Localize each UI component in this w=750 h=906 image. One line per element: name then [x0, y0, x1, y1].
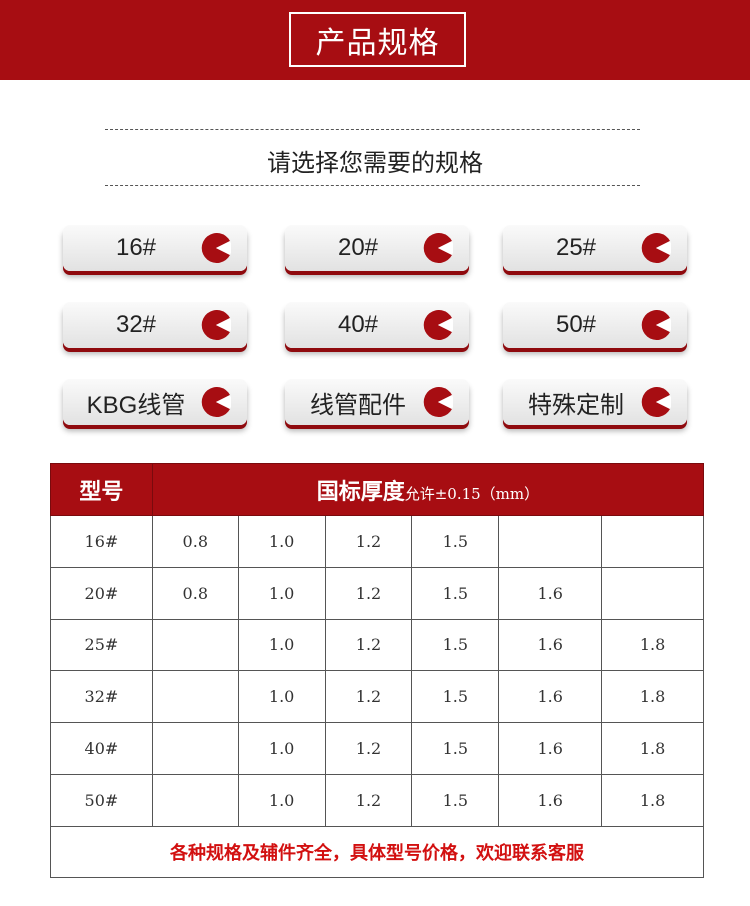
thickness-cell: 1.5: [411, 670, 500, 724]
thickness-cell: 1.5: [411, 773, 500, 827]
thickness-cell: 1.0: [237, 515, 326, 568]
pie-chart-icon: [641, 387, 671, 417]
spec-button[interactable]: 特殊定制: [503, 379, 687, 425]
model-cell: 20#: [50, 566, 153, 620]
spec-button-label: 50#: [555, 311, 597, 338]
thickness-cell: 1.5: [411, 566, 500, 620]
thickness-cell: 1.0: [237, 618, 326, 672]
spec-button-label: 25#: [555, 234, 597, 261]
thickness-cell: 1.6: [498, 722, 603, 775]
thickness-cell: 1.8: [601, 773, 704, 827]
thickness-cell: 1.0: [237, 773, 326, 827]
spec-button-label: 20#: [337, 234, 379, 261]
spec-button[interactable]: 16#: [63, 225, 247, 271]
pie-chart-icon: [641, 233, 671, 263]
banner-title: 产品规格: [289, 12, 466, 67]
spec-button[interactable]: 40#: [285, 302, 469, 348]
thickness-cell: 1.0: [237, 670, 326, 724]
model-cell: 50#: [50, 773, 153, 827]
spec-table: 型号 国标厚度允许±0.15（mm） 16# 0.8 1.0 1.2 1.5 20# 0.8…: [50, 463, 705, 878]
pie-chart-icon: [423, 233, 453, 263]
thickness-cell: [151, 670, 239, 724]
thickness-cell: 1.6: [498, 773, 603, 827]
thickness-cell: [601, 515, 704, 568]
thickness-cell: 1.0: [237, 566, 326, 620]
spec-button[interactable]: 50#: [503, 302, 687, 348]
spec-button-label: KBG线管: [86, 391, 186, 419]
divider: [105, 129, 640, 130]
thickness-cell: 0.8: [151, 515, 239, 568]
thickness-cell: 1.5: [411, 618, 500, 672]
thickness-cell: 1.2: [324, 618, 413, 672]
thickness-cell: [498, 515, 603, 568]
header-thickness: 国标厚度允许±0.15（mm）: [151, 463, 705, 516]
thickness-cell: 1.8: [601, 722, 704, 775]
header-banner: 产品规格: [0, 0, 750, 80]
header-model: 型号: [50, 463, 153, 516]
section-subtitle: 请选择您需要的规格: [267, 149, 483, 177]
pie-chart-icon: [423, 387, 453, 417]
model-cell: 40#: [50, 722, 153, 775]
table-row: 40# 1.0 1.2 1.5 1.6 1.8: [50, 722, 704, 775]
thickness-cell: 1.5: [411, 722, 500, 775]
thickness-cell: 1.2: [324, 566, 413, 620]
thickness-cell: 1.6: [498, 566, 603, 620]
pie-chart-icon: [201, 310, 231, 340]
thickness-cell: 0.8: [151, 566, 239, 620]
thickness-cell: 1.6: [498, 670, 603, 724]
thickness-cell: 1.8: [601, 670, 704, 724]
table-footer-note: 各种规格及辅件齐全，具体型号价格，欢迎联系客服: [50, 825, 704, 878]
spec-button[interactable]: 20#: [285, 225, 469, 271]
thickness-cell: [151, 773, 239, 827]
thickness-cell: 1.0: [237, 722, 326, 775]
spec-button-label: 40#: [337, 311, 379, 338]
thickness-cell: 1.8: [601, 618, 704, 672]
spec-button-label: 16#: [115, 234, 157, 261]
header-tolerance: 允许±0.15（mm）: [404, 484, 540, 503]
pie-chart-icon: [201, 387, 231, 417]
spec-button-label: 32#: [115, 311, 157, 338]
pie-chart-icon: [641, 310, 671, 340]
pie-chart-icon: [423, 310, 453, 340]
table-row: 50# 1.0 1.2 1.5 1.6 1.8: [50, 773, 704, 827]
thickness-cell: [151, 722, 239, 775]
model-cell: 25#: [50, 618, 153, 672]
pie-chart-icon: [201, 233, 231, 263]
table-row: 16# 0.8 1.0 1.2 1.5: [50, 515, 704, 568]
table-row: 32# 1.0 1.2 1.5 1.6 1.8: [50, 670, 704, 724]
table-row: 25# 1.0 1.2 1.5 1.6 1.8: [50, 618, 704, 672]
thickness-cell: [151, 618, 239, 672]
spec-button[interactable]: 25#: [503, 225, 687, 271]
thickness-cell: 1.2: [324, 773, 413, 827]
thickness-cell: 1.6: [498, 618, 603, 672]
model-cell: 16#: [50, 515, 153, 568]
thickness-cell: 1.2: [324, 515, 413, 568]
table-row: 20# 0.8 1.0 1.2 1.5 1.6: [50, 566, 704, 620]
spec-button[interactable]: KBG线管: [63, 379, 247, 425]
header-thickness-label: 国标厚度: [316, 478, 405, 505]
spec-button-label: 线管配件: [310, 391, 406, 419]
spec-button[interactable]: 32#: [63, 302, 247, 348]
spec-button[interactable]: 线管配件: [285, 379, 469, 425]
thickness-cell: 1.2: [324, 670, 413, 724]
model-cell: 32#: [50, 670, 153, 724]
spec-button-label: 特殊定制: [528, 391, 624, 419]
thickness-cell: 1.2: [324, 722, 413, 775]
divider: [105, 185, 640, 186]
thickness-cell: [601, 566, 704, 620]
thickness-cell: 1.5: [411, 515, 500, 568]
